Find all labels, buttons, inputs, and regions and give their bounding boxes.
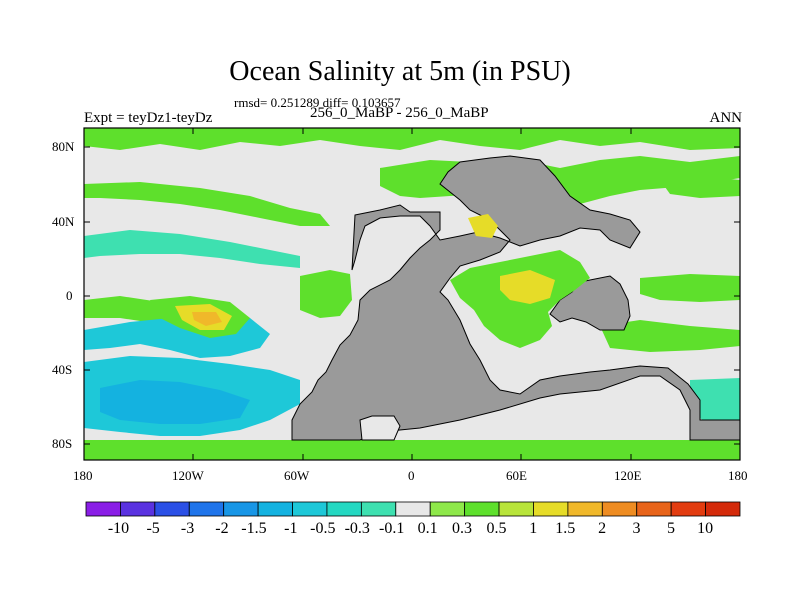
colorbar-label: 1.5	[555, 520, 576, 537]
north-pacific-negative-band	[84, 230, 300, 268]
colorbar	[85, 501, 741, 517]
north-pacific-east-positive-patch	[660, 176, 740, 198]
southern-indian-negative	[690, 378, 740, 426]
lon-label-120e: 120E	[614, 468, 642, 483]
colorbar-swatch	[464, 501, 500, 517]
interior-basin-high	[500, 270, 555, 304]
lon-label-0: 0	[408, 468, 415, 483]
lat-label-40n: 40N	[52, 214, 75, 229]
colorbar-label: -5	[146, 520, 160, 537]
colorbar-label: -0.3	[344, 520, 370, 537]
lon-label-120w: 120W	[172, 468, 204, 483]
colorbar-label: -0.1	[378, 520, 405, 537]
colorbar-label: 0.5	[486, 520, 507, 537]
colorbar-swatch	[85, 501, 121, 517]
colorbar-label: 10	[697, 520, 714, 537]
colorbar-label: 0.3	[452, 520, 473, 537]
lat-label-40s: 40S	[52, 362, 73, 377]
colorbar-swatch	[257, 501, 293, 517]
southern-ocean-negative-core	[100, 380, 250, 424]
axis-ticks	[83, 128, 741, 460]
colorbar-swatch	[154, 501, 190, 517]
colorbar-label: -0.5	[310, 520, 336, 537]
south-tropical-positive	[600, 320, 740, 352]
lon-label-60w: 60W	[284, 468, 310, 483]
continent-east-block	[549, 275, 631, 331]
lon-label-180e: 180	[728, 468, 748, 483]
chart-title: Ocean Salinity at 5m (in PSU)	[229, 56, 571, 87]
colorbar-swatch	[120, 501, 156, 517]
colorbar-label: 0.1	[417, 520, 438, 537]
colorbar-swatch	[705, 501, 741, 517]
south-pacific-peak-core	[192, 312, 222, 326]
colorbar-label: -1	[284, 520, 298, 537]
colorbar-swatch	[326, 501, 362, 517]
colorbar-label: -3	[180, 520, 195, 537]
equatorial-atlantic-positive	[300, 270, 352, 318]
runs-label: 256_0_MaBP - 256_0_MaBP	[310, 105, 489, 121]
colorbar-label: 5	[666, 520, 675, 537]
map-panel	[83, 127, 741, 461]
stats-line: rmsd= 0.251289 diff= 0.103657	[234, 95, 401, 110]
colorbar-swatch	[395, 501, 431, 517]
colorbar-swatch	[188, 501, 225, 517]
colorbar-label: 2	[598, 520, 607, 537]
southern-ocean-green-rim	[84, 440, 740, 460]
lat-label-0: 0	[66, 288, 73, 303]
colorbar-swatch	[670, 501, 706, 517]
continent-west	[291, 155, 741, 441]
colorbar-swatch	[533, 501, 569, 517]
colorbar-label: -10	[107, 520, 130, 537]
colorbar-label: 1	[529, 520, 538, 537]
colorbar-swatch	[636, 501, 672, 517]
eastern-pacific-positive	[640, 274, 740, 302]
lon-label-60e: 60E	[506, 468, 527, 483]
colorbar-swatch	[292, 501, 328, 517]
colorbar-swatch	[223, 501, 259, 517]
lat-label-80n: 80N	[52, 139, 75, 154]
colorbar-label: -1.5	[241, 520, 267, 537]
colorbar-label: -2	[215, 520, 229, 537]
colorbar-swatch	[567, 501, 603, 517]
colorbar-swatch	[601, 501, 638, 517]
north-pacific-positive-band	[84, 182, 330, 226]
lat-label-80s: 80S	[52, 436, 73, 451]
north-basin-high	[468, 214, 498, 238]
arctic-positive-band	[84, 128, 740, 150]
season-label: ANN	[709, 110, 743, 126]
experiment-label: Expt = teyDz1-teyDz	[84, 110, 213, 126]
lon-label-180w: 180	[73, 468, 93, 483]
colorbar-swatch	[360, 501, 397, 517]
colorbar-swatch	[498, 501, 534, 517]
colorbar-label: 3	[632, 520, 641, 537]
colorbar-swatch	[429, 501, 466, 517]
island-south	[359, 415, 401, 441]
